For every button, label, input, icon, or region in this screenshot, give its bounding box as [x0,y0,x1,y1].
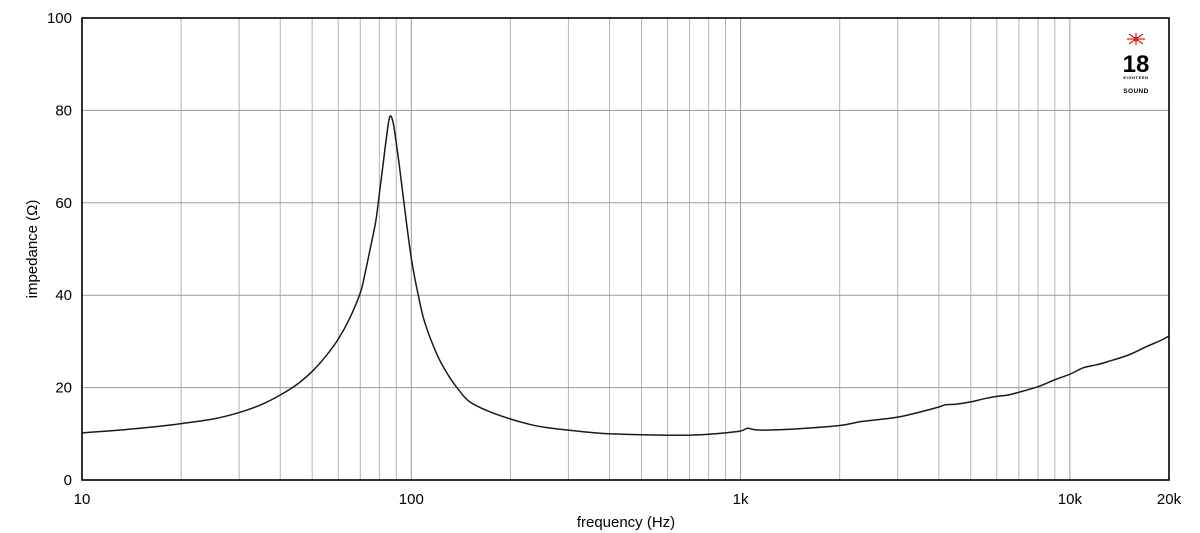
plot-frame [81,17,1170,481]
y-axis-label: impedance (Ω) [24,200,41,299]
logo-number: 18 [1123,51,1150,78]
y-tick-label: 40 [55,287,72,304]
star-icon [1127,33,1145,45]
x-tick-label: 10 [74,491,91,508]
x-tick-label: 1k [733,491,749,508]
brand-logo: 18 EIGHTEEN SOUND [1123,33,1150,95]
x-tick-label: 10k [1058,491,1083,508]
grid-lines [82,18,1169,480]
y-tick-label: 100 [47,10,72,27]
impedance-curve [81,115,1170,437]
y-tick-label: 60 [55,195,72,212]
logo-sound-text: SOUND [1123,88,1148,95]
y-tick-labels: 0 20 40 60 80 100 [47,10,72,489]
y-tick-label: 80 [55,102,72,119]
series-layer [81,115,1170,437]
x-tick-label: 100 [399,491,424,508]
y-tick-label: 0 [64,472,72,489]
y-tick-label: 20 [55,380,72,397]
x-tick-labels: 10 100 1k 10k 20k [74,491,1182,508]
logo-eighteen-text: EIGHTEEN [1123,75,1148,80]
x-axis-label: frequency (Hz) [577,514,675,531]
x-tick-label: 20k [1157,491,1182,508]
